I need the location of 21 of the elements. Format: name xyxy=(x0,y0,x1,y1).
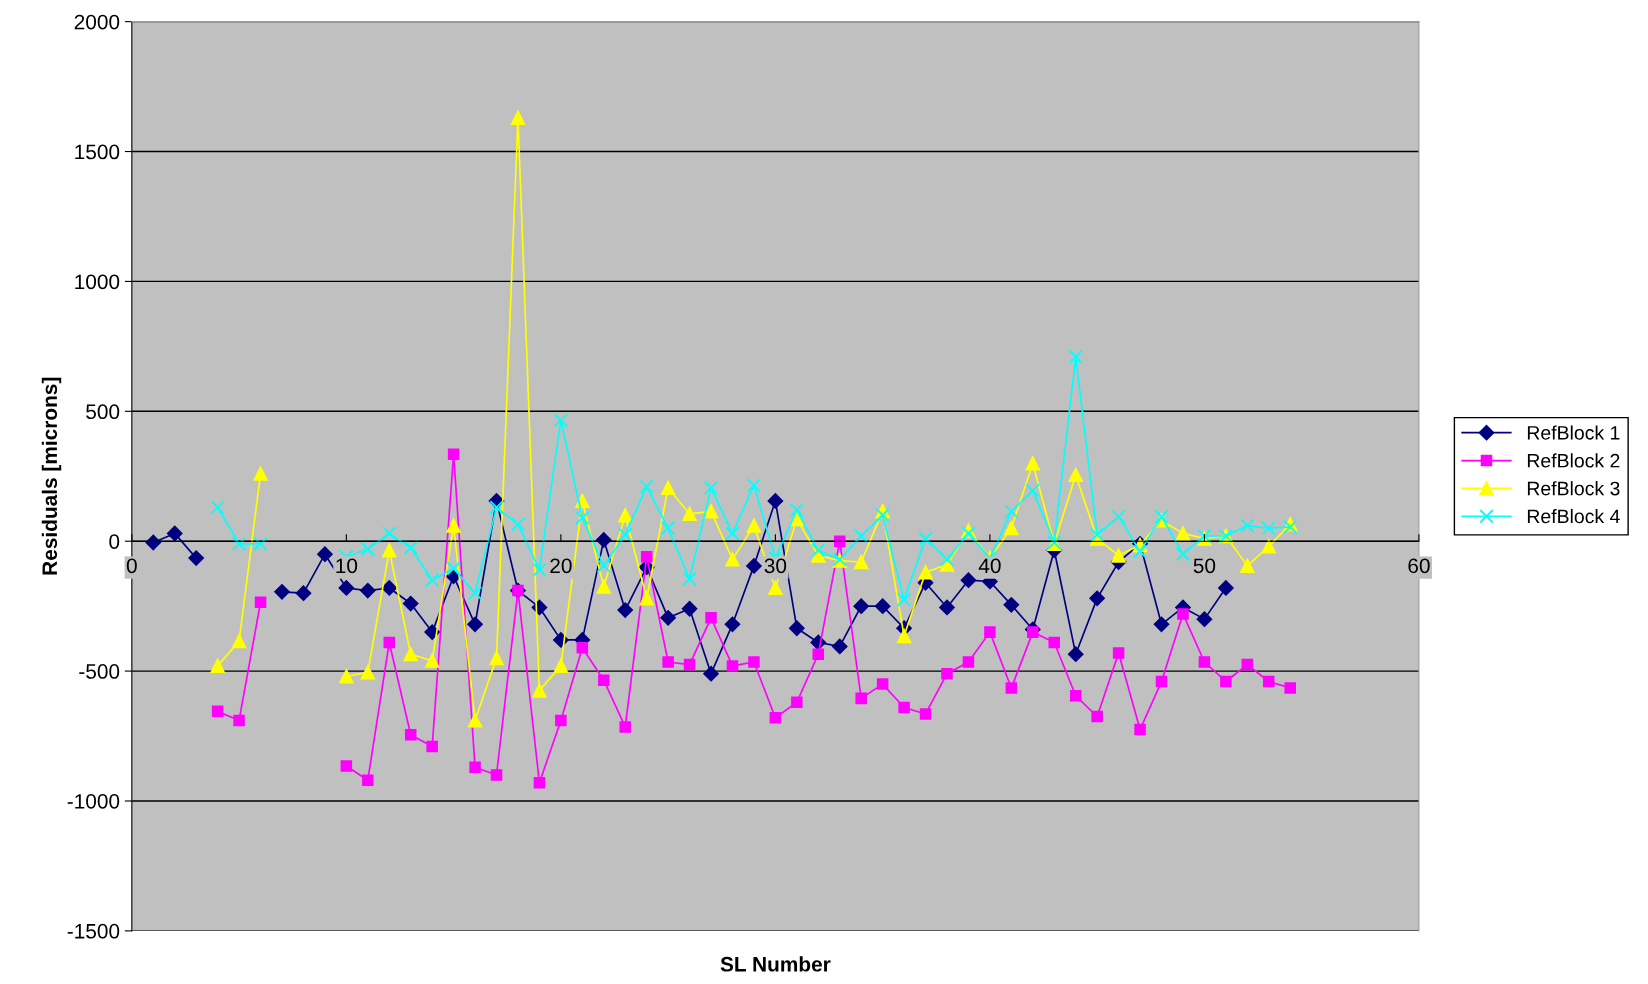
x-tick-label: 10 xyxy=(336,558,358,574)
y-tick-label: 0 xyxy=(109,534,120,549)
legend-label: RefBlock 3 xyxy=(1527,481,1620,496)
legend-label: RefBlock 1 xyxy=(1527,425,1620,440)
legend-label: RefBlock 4 xyxy=(1527,508,1620,524)
x-tick-label: 40 xyxy=(978,558,1001,574)
y-tick-label: 1000 xyxy=(75,274,120,290)
x-tick-label: 60 xyxy=(1408,558,1430,574)
x-axis-title: SL Number xyxy=(720,956,831,972)
x-tick-label: 20 xyxy=(550,558,572,574)
y-tick-label: -1000 xyxy=(67,793,120,809)
y-tick-label: -1500 xyxy=(67,923,120,939)
y-tick-label: 2000 xyxy=(74,14,120,30)
x-tick-label: 50 xyxy=(1193,558,1216,574)
y-tick-label: 500 xyxy=(86,404,120,420)
x-tick-label: 0 xyxy=(126,558,137,574)
y-axis-title: Residuals [microns] xyxy=(41,377,62,575)
x-tick-label: 30 xyxy=(764,558,787,574)
y-tick-label: 1500 xyxy=(75,144,120,160)
legend-label: RefBlock 2 xyxy=(1527,453,1620,468)
y-tick-label: -500 xyxy=(79,664,120,679)
